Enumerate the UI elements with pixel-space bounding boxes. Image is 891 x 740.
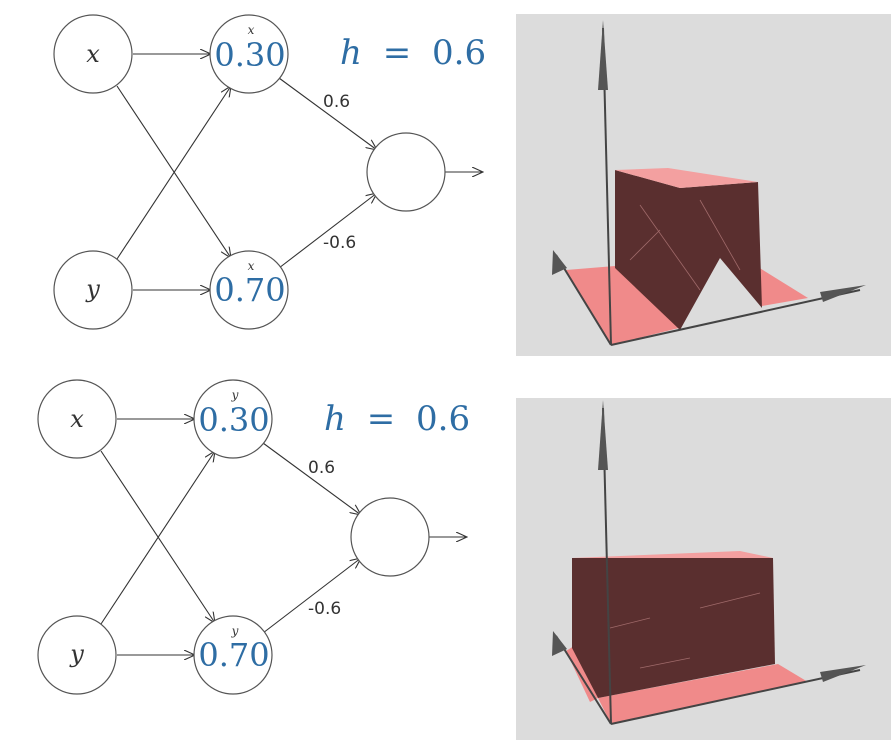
plot-axis-z-arrowhead: [598, 400, 608, 470]
plot-axis-x: [610, 669, 861, 725]
h-value: 0.6: [432, 33, 486, 73]
network-panel-top: x y x 0.30 x 0.70 0.6 -0.6 h = 0.6: [53, 14, 891, 356]
weight-h1-out: 0.6: [308, 458, 335, 478]
output-node: [366, 132, 446, 212]
hidden-1-threshold: 0.30: [198, 401, 269, 439]
edge-h2-to-out: [278, 193, 377, 269]
edge-h1-to-out: [278, 77, 377, 150]
plot-surface-side: [680, 182, 762, 330]
surface-plot-3d[interactable]: [516, 14, 891, 356]
weight-h1-out: 0.6: [323, 92, 350, 112]
edge-h1-to-out: [262, 442, 361, 515]
input-label-y: y: [85, 275, 100, 303]
plot-floor-right: [750, 262, 808, 306]
network-diagram: x y y 0.30 y 0.70 0.6 -0.6 h = 0.6: [37, 379, 891, 740]
plot-floor-left: [566, 266, 679, 345]
input-node-x: [53, 14, 133, 94]
hidden-2-superscript: y: [231, 624, 239, 638]
plot-axis-y-arrowhead: [552, 250, 567, 275]
plot-axis-x: [610, 289, 861, 346]
h-symbol: h: [324, 399, 346, 439]
input-label-x: x: [70, 405, 84, 433]
hidden-1-superscript: y: [231, 388, 239, 402]
plot-floor-front: [598, 664, 808, 724]
hidden-2-superscript: x: [248, 259, 255, 273]
plot-surface-top: [572, 551, 773, 558]
plot-surface-front: [615, 170, 680, 330]
hidden-2-threshold: 0.70: [198, 636, 269, 674]
plot-axis-x-arrowhead: [820, 665, 866, 682]
input-node-y: [53, 250, 133, 330]
h-equals: =: [367, 399, 396, 439]
plot-surface-front: [572, 558, 775, 698]
plot-axis-z-arrowhead: [598, 20, 608, 90]
output-node: [350, 497, 430, 577]
plot-surface-top: [615, 168, 758, 188]
edge-y-to-h1: [116, 86, 231, 260]
plot-axis-y-arrowhead: [552, 631, 567, 656]
hidden-1-superscript: x: [248, 23, 255, 37]
edge-h2-to-out: [262, 558, 361, 634]
edge-y-to-h1: [100, 451, 215, 625]
hidden-node-2: [193, 615, 273, 695]
h-equals: =: [383, 33, 412, 73]
hidden-1-threshold: 0.30: [214, 36, 285, 74]
network-panel-bottom: x y y 0.30 y 0.70 0.6 -0.6 h = 0.6: [0, 368, 891, 740]
surface-plot-3d[interactable]: [516, 398, 891, 740]
input-node-x: [37, 379, 117, 459]
h-equation: h = 0.6: [324, 399, 470, 439]
weight-h2-out: -0.6: [323, 233, 356, 253]
plot-axis-y: [555, 635, 612, 725]
input-node-y: [37, 615, 117, 695]
plot-axis-x-arrowhead: [820, 285, 866, 302]
weight-h2-out: -0.6: [308, 599, 341, 619]
plot-floor-left: [566, 646, 598, 702]
input-label-y: y: [69, 640, 84, 668]
h-symbol: h: [340, 33, 362, 73]
network-diagram: x y x 0.30 x 0.70 0.6 -0.6 h = 0.6: [53, 14, 891, 356]
hidden-node-1: [209, 14, 289, 94]
input-label-x: x: [86, 40, 100, 68]
hidden-node-1: [193, 379, 273, 459]
hidden-2-threshold: 0.70: [214, 271, 285, 309]
h-value: 0.6: [416, 399, 470, 439]
h-equation: h = 0.6: [340, 33, 486, 73]
plot-axis-y: [555, 254, 612, 346]
hidden-node-2: [209, 250, 289, 330]
